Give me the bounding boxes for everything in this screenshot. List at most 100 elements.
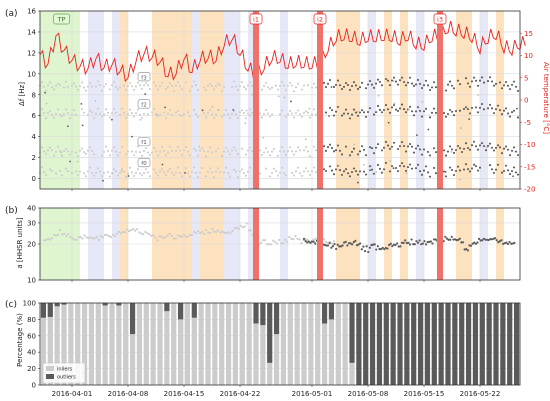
mode-point-f3: [230, 86, 234, 89]
blue-band: [248, 11, 256, 189]
mode-point-f1: [210, 151, 214, 154]
amplitude-point-outlier: [477, 237, 481, 240]
mode-point-f3: [498, 81, 502, 84]
mode-point-f1: [284, 153, 288, 157]
amplitude-point-outlier: [326, 244, 330, 247]
mode-point-f2: [358, 111, 362, 114]
stray-point: [76, 160, 79, 163]
mode-point-f1: [66, 150, 70, 153]
mode-point-f3: [314, 86, 318, 89]
mode-point-f0: [206, 170, 210, 174]
mode-point-f0: [244, 174, 248, 177]
mode-point-f3: [48, 81, 52, 84]
mode-point-f1: [186, 150, 190, 153]
mode-point-f0: [180, 175, 184, 178]
y-tick-label: 10: [27, 70, 36, 78]
mode-point-f2: [132, 115, 136, 118]
mode-point-f0: [478, 166, 482, 169]
mode-point-f3: [136, 81, 140, 84]
mode-point-f2: [312, 108, 316, 111]
mode-point-f1: [192, 147, 196, 150]
mode-point-f1: [154, 150, 158, 153]
amplitude-point-inlier: [186, 235, 190, 238]
amplitude-point-outlier: [335, 247, 338, 251]
bar-inliers: [116, 305, 122, 385]
y2-tick-label: -5: [524, 119, 531, 127]
mode-point-f1: [200, 147, 204, 150]
stray-point: [111, 172, 114, 175]
stray-point: [120, 169, 123, 172]
amplitude-point-inlier: [128, 230, 131, 233]
mode-point-f1: [398, 145, 402, 148]
mode-point-f2: [314, 113, 318, 116]
amplitude-point-inlier: [261, 239, 265, 242]
mode-point-f0: [238, 170, 242, 173]
mode-point-f1: [372, 152, 376, 155]
mode-point-f0: [488, 164, 492, 167]
mode-point-f2: [204, 116, 208, 119]
amplitude-point-outlier: [352, 241, 355, 244]
stray-point: [416, 134, 418, 137]
mode-point-f3: [274, 84, 278, 87]
mode-point-f3: [140, 87, 144, 90]
mode-point-f0: [88, 166, 92, 169]
mode-point-f2: [174, 111, 178, 114]
mode-point-f2: [286, 113, 290, 116]
amplitude-point-inlier: [178, 235, 181, 238]
mode-point-f0: [168, 167, 172, 170]
bar-inliers: [287, 303, 293, 385]
mode-point-f3: [506, 84, 510, 87]
amplitude-point-inlier: [51, 237, 54, 240]
mode-point-f1: [82, 151, 86, 154]
tp-band: [40, 11, 80, 189]
mode-point-f2: [104, 108, 108, 111]
mode-point-f1: [408, 142, 412, 146]
mode-point-f0: [382, 168, 386, 171]
stray-point: [459, 127, 462, 129]
amplitude-point-outlier: [408, 243, 412, 246]
mode-point-f3: [190, 85, 194, 88]
mode-point-f3: [348, 88, 352, 92]
y2-tick-label: 15: [524, 30, 533, 38]
mode-point-f0: [48, 168, 52, 171]
mode-point-f1: [158, 150, 162, 153]
mode-point-f2: [452, 114, 456, 117]
mode-point-f2: [208, 109, 212, 112]
mode-point-f0: [58, 170, 62, 173]
y-tick-label: 60: [27, 332, 36, 340]
mode-point-f0: [512, 166, 516, 169]
amplitude-point-inlier: [326, 241, 329, 244]
mode-point-f0: [510, 170, 514, 173]
mode-point-f0: [144, 168, 148, 171]
stray-point: [353, 143, 356, 146]
mode-point-f3: [510, 83, 514, 86]
mode-point-f3: [324, 85, 328, 89]
mode-point-f1: [116, 154, 120, 157]
mode-point-f0: [342, 170, 346, 173]
x-tick-label: 2016-05-08: [348, 390, 389, 398]
mode-point-f2: [348, 117, 352, 120]
bar-inliers: [349, 362, 355, 385]
mode-label-f0: f0: [141, 161, 147, 167]
mode-point-f2: [354, 111, 358, 114]
amplitude-point-inlier: [48, 238, 52, 241]
mode-point-f3: [122, 84, 126, 88]
mode-point-f2: [48, 109, 52, 113]
amplitude-point-outlier: [360, 248, 363, 251]
mode-point-f1: [332, 150, 336, 153]
amplitude-point-outlier: [505, 241, 508, 244]
amplitude-point-inlier: [150, 234, 153, 237]
mode-point-f0: [170, 171, 174, 174]
mode-point-f0: [494, 168, 498, 171]
mode-point-f3: [342, 85, 346, 88]
mode-point-f0: [200, 167, 204, 170]
mode-point-f3: [500, 87, 504, 90]
mode-point-f3: [270, 86, 274, 89]
y-tick-label: 4: [32, 133, 37, 141]
amplitude-point-outlier: [302, 237, 306, 240]
amplitude-point-inlier: [154, 236, 157, 239]
bar-outliers: [191, 303, 197, 318]
mode-point-f2: [136, 108, 140, 111]
mode-point-f0: [192, 166, 196, 169]
bar-inliers: [280, 303, 287, 385]
